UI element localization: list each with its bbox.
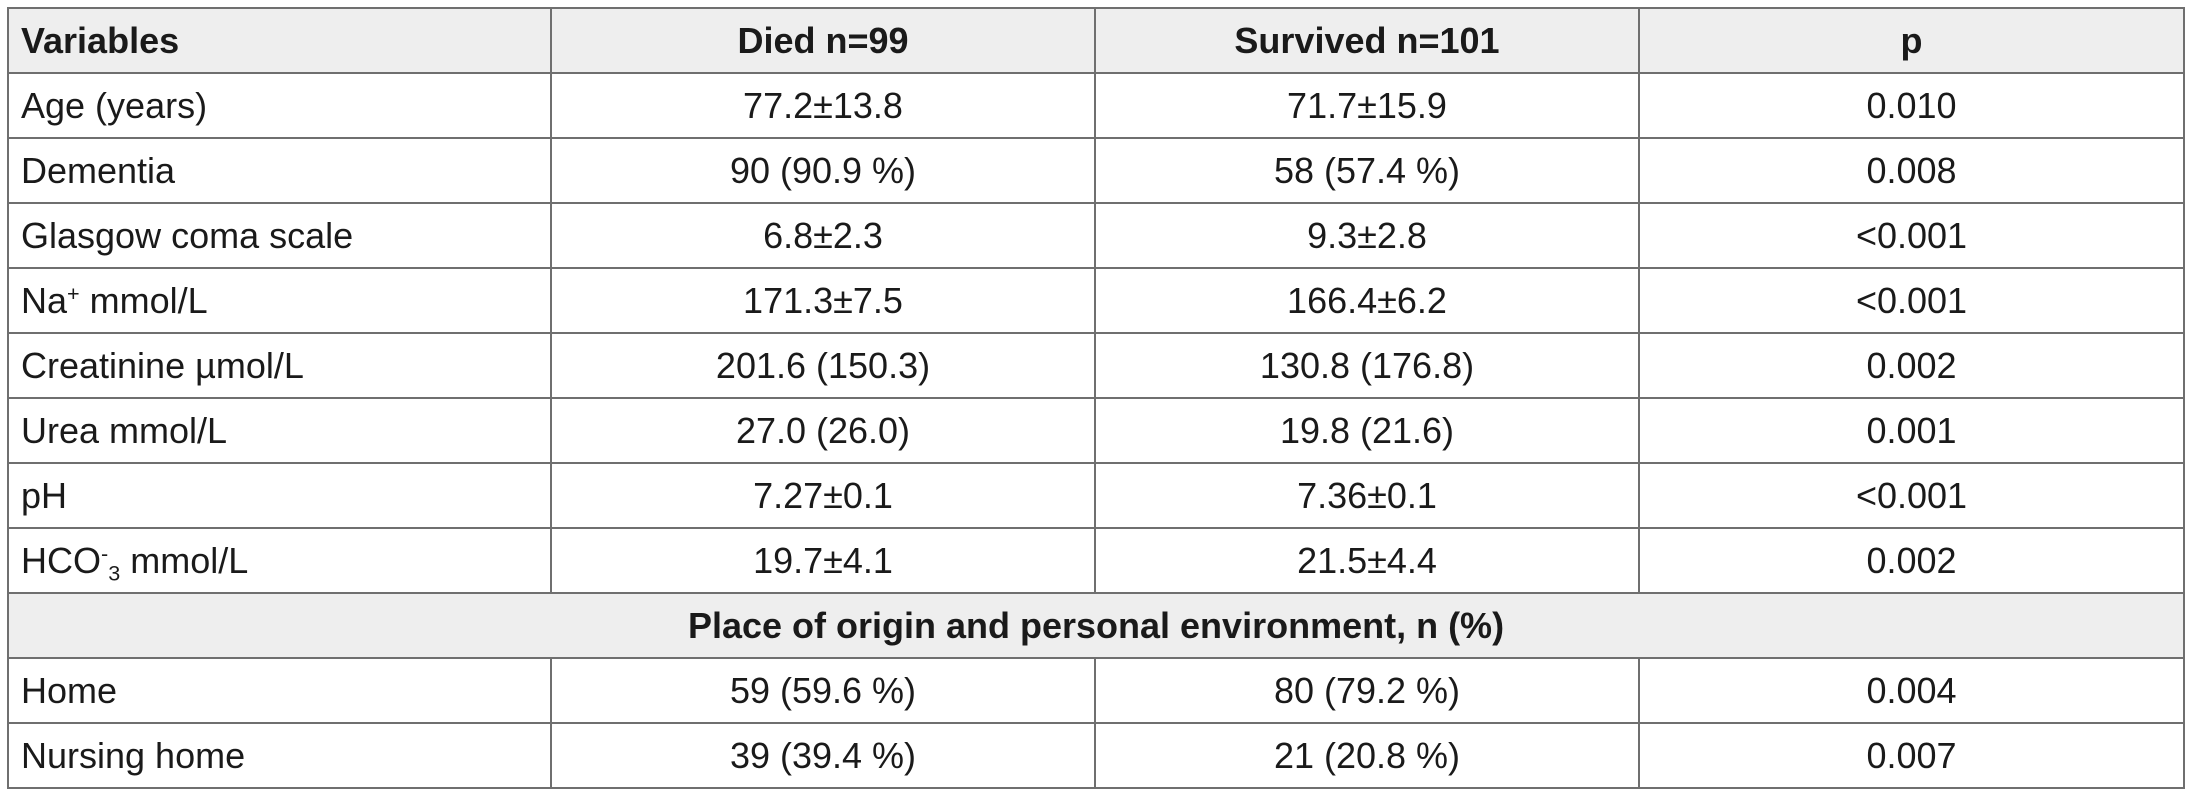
survived-value: 19.8 (21.6) <box>1094 397 1640 464</box>
label-base: Na <box>21 279 68 321</box>
section-header-row: Place of origin and personal environment… <box>7 592 2185 659</box>
header-survived: Survived n=101 <box>1094 7 1640 74</box>
row-label: pH <box>7 462 552 529</box>
survived-value: 71.7±15.9 <box>1094 72 1640 139</box>
died-value: 171.3±7.5 <box>550 267 1096 334</box>
label-rest: mmol/L <box>120 539 249 581</box>
p-value: 0.008 <box>1638 137 2185 204</box>
table-row: HCO-3 mmol/L 19.7±4.1 21.5±4.4 0.002 <box>7 527 2185 594</box>
table-row: Na+ mmol/L 171.3±7.5 166.4±6.2 <0.001 <box>7 267 2185 334</box>
label-rest: mmol/L <box>79 279 208 321</box>
died-value: 39 (39.4 %) <box>550 722 1096 789</box>
died-value: 6.8±2.3 <box>550 202 1096 269</box>
survived-value: 58 (57.4 %) <box>1094 137 1640 204</box>
header-died: Died n=99 <box>550 7 1096 74</box>
p-value: <0.001 <box>1638 267 2185 334</box>
survived-value: 166.4±6.2 <box>1094 267 1640 334</box>
label-subscript: 3 <box>108 560 121 586</box>
row-label: Creatinine µmol/L <box>7 332 552 399</box>
died-value: 27.0 (26.0) <box>550 397 1096 464</box>
p-value: 0.010 <box>1638 72 2185 139</box>
died-value: 19.7±4.1 <box>550 527 1096 594</box>
row-label: Urea mmol/L <box>7 397 552 464</box>
table-row: Home 59 (59.6 %) 80 (79.2 %) 0.004 <box>7 657 2185 724</box>
row-label: HCO-3 mmol/L <box>7 527 552 594</box>
table-row: Urea mmol/L 27.0 (26.0) 19.8 (21.6) 0.00… <box>7 397 2185 464</box>
survived-value: 21 (20.8 %) <box>1094 722 1640 789</box>
p-value: 0.004 <box>1638 657 2185 724</box>
died-value: 59 (59.6 %) <box>550 657 1096 724</box>
p-value: 0.001 <box>1638 397 2185 464</box>
table-row: Nursing home 39 (39.4 %) 21 (20.8 %) 0.0… <box>7 722 2185 789</box>
label-superscript: - <box>101 540 109 566</box>
survived-value: 130.8 (176.8) <box>1094 332 1640 399</box>
table-row: pH 7.27±0.1 7.36±0.1 <0.001 <box>7 462 2185 529</box>
results-table: Variables Died n=99 Survived n=101 p Age… <box>7 7 2185 789</box>
p-value: <0.001 <box>1638 202 2185 269</box>
died-value: 7.27±0.1 <box>550 462 1096 529</box>
table-row: Dementia 90 (90.9 %) 58 (57.4 %) 0.008 <box>7 137 2185 204</box>
survived-value: 7.36±0.1 <box>1094 462 1640 529</box>
header-variables: Variables <box>7 7 552 74</box>
survived-value: 21.5±4.4 <box>1094 527 1640 594</box>
survived-value: 9.3±2.8 <box>1094 202 1640 269</box>
label-superscript: + <box>67 280 80 306</box>
died-value: 90 (90.9 %) <box>550 137 1096 204</box>
row-label: Home <box>7 657 552 724</box>
p-value: <0.001 <box>1638 462 2185 529</box>
header-p: p <box>1638 7 2185 74</box>
table-row: Creatinine µmol/L 201.6 (150.3) 130.8 (1… <box>7 332 2185 399</box>
died-value: 201.6 (150.3) <box>550 332 1096 399</box>
header-row: Variables Died n=99 Survived n=101 p <box>7 7 2185 74</box>
p-value: 0.007 <box>1638 722 2185 789</box>
p-value: 0.002 <box>1638 527 2185 594</box>
row-label: Age (years) <box>7 72 552 139</box>
row-label: Nursing home <box>7 722 552 789</box>
table-row: Glasgow coma scale 6.8±2.3 9.3±2.8 <0.00… <box>7 202 2185 269</box>
row-label: Na+ mmol/L <box>7 267 552 334</box>
row-label: Dementia <box>7 137 552 204</box>
table-row: Age (years) 77.2±13.8 71.7±15.9 0.010 <box>7 72 2185 139</box>
row-label: Glasgow coma scale <box>7 202 552 269</box>
died-value: 77.2±13.8 <box>550 72 1096 139</box>
p-value: 0.002 <box>1638 332 2185 399</box>
results-table-frame: Variables Died n=99 Survived n=101 p Age… <box>7 7 2185 789</box>
section-title: Place of origin and personal environment… <box>7 592 2185 659</box>
label-base: HCO <box>21 539 101 581</box>
survived-value: 80 (79.2 %) <box>1094 657 1640 724</box>
